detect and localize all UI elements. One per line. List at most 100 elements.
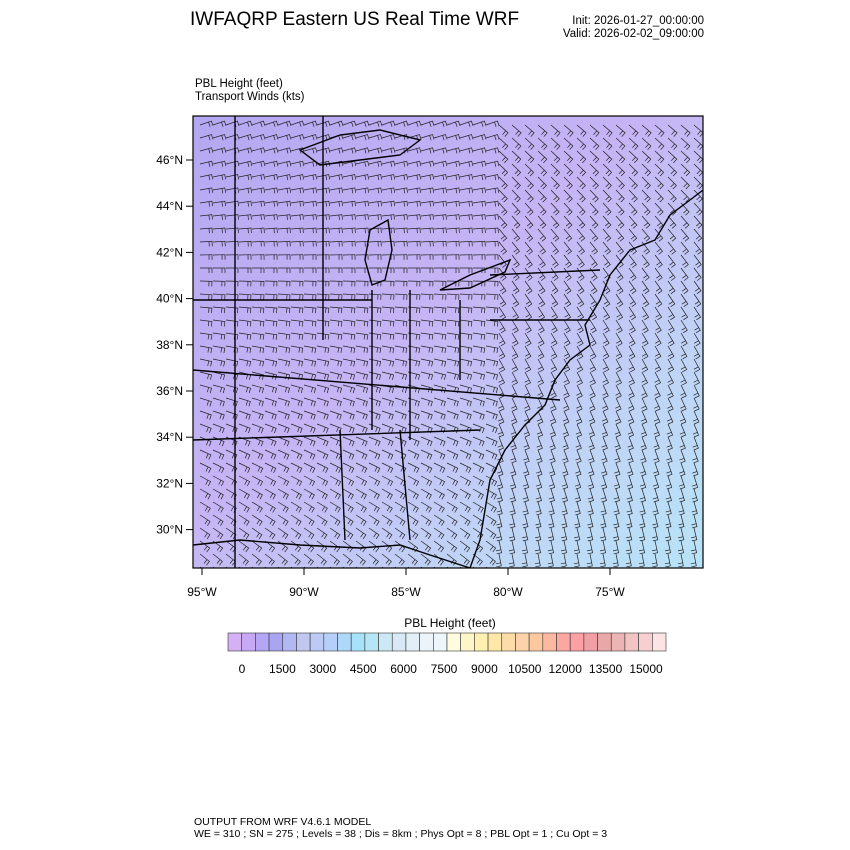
wind-barb bbox=[303, 553, 314, 566]
wind-barb bbox=[329, 501, 341, 513]
wind-barb bbox=[574, 501, 581, 516]
wind-barb bbox=[498, 371, 505, 386]
colorbar-box bbox=[309, 632, 325, 652]
wind-barb bbox=[613, 488, 620, 503]
wind-barb bbox=[342, 200, 356, 207]
wind-barb bbox=[690, 540, 698, 555]
wind-barb bbox=[563, 384, 570, 399]
wind-barb bbox=[667, 306, 676, 321]
wind-barb bbox=[459, 475, 472, 487]
wind-barb bbox=[433, 254, 447, 260]
wind-barb bbox=[459, 514, 471, 526]
wind-barb bbox=[212, 214, 226, 220]
wind-barb bbox=[548, 527, 555, 542]
wind-barb bbox=[654, 228, 664, 242]
wind-barb bbox=[652, 488, 659, 503]
wind-barb bbox=[628, 306, 637, 321]
pbl-height-fill bbox=[193, 116, 703, 568]
wind-barb bbox=[524, 332, 532, 347]
wind-barb bbox=[472, 410, 485, 420]
wind-barb bbox=[459, 160, 474, 167]
wind-barb bbox=[381, 475, 394, 487]
wind-barb bbox=[628, 137, 639, 150]
wind-barb bbox=[560, 540, 568, 555]
wind-barb bbox=[497, 410, 505, 425]
wind-barb bbox=[447, 267, 460, 273]
wind-barb bbox=[537, 358, 545, 373]
wind-barb bbox=[238, 240, 252, 247]
wind-barb bbox=[238, 319, 252, 327]
wind-barb bbox=[251, 200, 265, 207]
wind-barb bbox=[485, 423, 498, 434]
wind-barb bbox=[524, 280, 533, 294]
wind-barb bbox=[238, 358, 252, 367]
wind-barb bbox=[277, 501, 289, 513]
wind-barb bbox=[589, 137, 600, 150]
wind-barb bbox=[212, 293, 226, 300]
wind-barb bbox=[342, 345, 356, 354]
wind-barb bbox=[693, 280, 702, 294]
wind-barb bbox=[251, 462, 264, 473]
wind-barb bbox=[394, 120, 409, 127]
wind-barb bbox=[303, 358, 317, 367]
lon-label: 85°W bbox=[391, 585, 421, 599]
wind-barb bbox=[368, 501, 380, 513]
wind-barb bbox=[303, 436, 316, 447]
wind-barb bbox=[602, 254, 611, 268]
wind-barb bbox=[690, 553, 697, 568]
wind-barb bbox=[290, 423, 303, 434]
wind-barb bbox=[420, 293, 434, 300]
wind-barb bbox=[459, 566, 462, 568]
wind-barb bbox=[667, 566, 669, 568]
wind-barb bbox=[589, 306, 598, 321]
wind-barb bbox=[615, 137, 626, 150]
wind-barb bbox=[238, 462, 251, 473]
wind-barb bbox=[498, 293, 507, 307]
wind-barb bbox=[446, 371, 460, 380]
wind-barb bbox=[537, 163, 548, 177]
colorbar-box bbox=[501, 632, 516, 652]
wind-barb bbox=[692, 449, 699, 464]
wind-barb bbox=[534, 540, 542, 555]
wind-barb bbox=[329, 371, 343, 380]
wind-barb bbox=[199, 147, 214, 154]
wind-barb bbox=[368, 306, 382, 314]
colorbar-box bbox=[378, 632, 393, 652]
wind-barb bbox=[355, 174, 370, 181]
wind-barb bbox=[433, 293, 447, 300]
colorbar-label: 3000 bbox=[309, 662, 336, 676]
wind-barb bbox=[640, 423, 648, 438]
wind-barb bbox=[472, 449, 485, 460]
wind-barb bbox=[199, 120, 214, 127]
wind-barb bbox=[342, 423, 355, 434]
wind-barb bbox=[615, 384, 622, 399]
wind-barb bbox=[355, 332, 369, 340]
wind-barb bbox=[641, 176, 651, 190]
wind-barb bbox=[561, 475, 569, 490]
wind-barb bbox=[615, 280, 624, 294]
wind-barb bbox=[316, 553, 327, 566]
wind-barb bbox=[640, 462, 647, 477]
wind-barb bbox=[264, 200, 278, 207]
wind-barb bbox=[303, 488, 315, 500]
wind-barb bbox=[381, 553, 392, 566]
wind-barb bbox=[225, 566, 228, 568]
wind-barb bbox=[641, 228, 651, 242]
wind-barb bbox=[342, 501, 354, 513]
wind-barb bbox=[264, 410, 277, 420]
wind-barb bbox=[342, 488, 354, 500]
wind-barb bbox=[472, 371, 486, 380]
wind-barb bbox=[420, 120, 435, 127]
colorbar-label: 7500 bbox=[431, 662, 458, 676]
colorbar-box bbox=[419, 632, 434, 652]
wind-barb bbox=[615, 397, 622, 412]
wind-barb bbox=[316, 527, 328, 540]
lon-label: 90°W bbox=[289, 585, 319, 599]
wind-barb bbox=[368, 371, 382, 380]
wind-barb bbox=[407, 410, 420, 420]
wind-barb bbox=[639, 501, 646, 516]
wind-barb bbox=[264, 147, 279, 154]
wind-barb bbox=[535, 488, 542, 503]
wind-barb bbox=[251, 527, 263, 540]
wind-barb bbox=[472, 384, 486, 394]
